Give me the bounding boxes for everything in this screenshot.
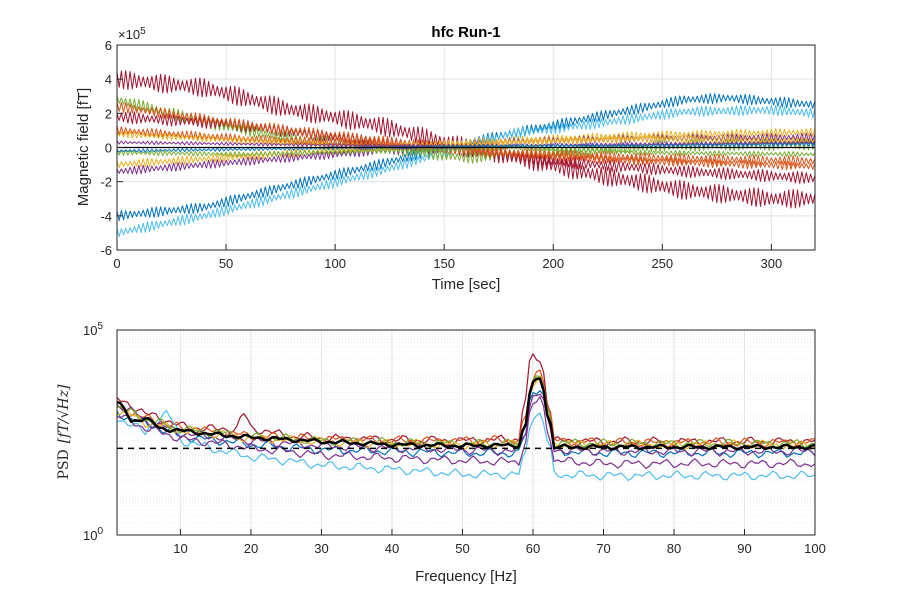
- plot1-y-axis-label: Magnetic field [fT]: [75, 88, 92, 206]
- plot2-x-tick-label: 90: [737, 541, 751, 556]
- plot2-y-tick-power: 5: [97, 321, 103, 332]
- plot1-y-tick-label: -4: [100, 209, 112, 224]
- plot1-series-line: [117, 101, 815, 167]
- plot2-x-tick-label: 20: [244, 541, 258, 556]
- plot2-series-line: [117, 375, 815, 450]
- plot1-x-tick-label: 150: [433, 256, 455, 271]
- plot1-y-tick-label: 2: [105, 106, 112, 121]
- plot1-x-tick-label: 0: [113, 256, 120, 271]
- plot1-x-tick-label: 200: [542, 256, 564, 271]
- plot1-x-tick-label: 100: [324, 256, 346, 271]
- plot2-series-line: [117, 390, 815, 459]
- plot1-series-line: [117, 144, 815, 158]
- plot1-series-group: [117, 70, 815, 238]
- plot2-y-label-prefix: PSD: [56, 449, 72, 479]
- plot2-x-tick-label: 80: [667, 541, 681, 556]
- plot2-x-tick-label: 100: [804, 541, 826, 556]
- plot1-y-tick-label: 6: [105, 38, 112, 53]
- plot1-y-tick-label: -2: [100, 175, 112, 190]
- plot1-y-exponent-base: ×10: [118, 27, 140, 42]
- plot1-series-line: [117, 70, 815, 209]
- plot2-series-line: [117, 369, 815, 448]
- plot1-x-tick-label: 250: [651, 256, 673, 271]
- plot1-y-tick-label: -6: [100, 243, 112, 258]
- plot1-series-line: [117, 141, 815, 153]
- plot1-x-tick-label: 50: [219, 256, 233, 271]
- plot2-data-area: [117, 353, 815, 482]
- plot1-y-ticks: -6 -4 -2 0 2 4 6: [100, 38, 123, 258]
- plot2-y-tick-label: 100: [83, 526, 103, 543]
- plot2-y-tick-label: 105: [83, 321, 103, 338]
- plot2-y-tick-base: 10: [83, 528, 97, 543]
- plot2-x-tick-label: 50: [455, 541, 469, 556]
- plot2-series-line: [117, 396, 815, 469]
- plot2-y-axis-label: PSD [fT/√Hz]: [56, 384, 72, 479]
- plot1-y-tick-label: 4: [105, 72, 112, 87]
- plot1-x-tick-label: 300: [761, 256, 783, 271]
- plot2-x-tick-label: 10: [173, 541, 187, 556]
- plot2-x-axis-label: Frequency [Hz]: [415, 568, 517, 585]
- plot2-y-tick-base: 10: [83, 323, 97, 338]
- plot1-y-exponent-power: 5: [140, 26, 146, 37]
- plot2-mean-line: [117, 377, 815, 451]
- plot2-x-tick-label: 30: [314, 541, 328, 556]
- plot1-data-area: [117, 70, 815, 238]
- plot2-x-tick-label: 40: [385, 541, 399, 556]
- plot1-series-line: [117, 104, 815, 238]
- plot1-x-axis-label: Time [sec]: [432, 276, 501, 293]
- plot2-series-group: [117, 353, 815, 482]
- plot2-x-ticks: 10 20 30 40 50 60 70 80 90 100: [173, 529, 826, 556]
- plot2-y-tick-power: 0: [97, 526, 103, 537]
- plot2-x-tick-label: 60: [526, 541, 540, 556]
- plot2-x-tick-label: 70: [596, 541, 610, 556]
- plot1-series-line: [117, 130, 815, 151]
- plot2-grid: [117, 330, 815, 535]
- plot2-y-label-unit: [fT/√Hz]: [56, 384, 72, 443]
- plot2-frame: [116, 329, 816, 536]
- plot1-y-exponent: ×105: [118, 26, 146, 42]
- plot1-y-tick-label: 0: [105, 141, 112, 156]
- plot1-title: hfc Run-1: [431, 24, 500, 41]
- plot1-x-ticks: 0 50 100 150 200 250 300: [113, 244, 782, 271]
